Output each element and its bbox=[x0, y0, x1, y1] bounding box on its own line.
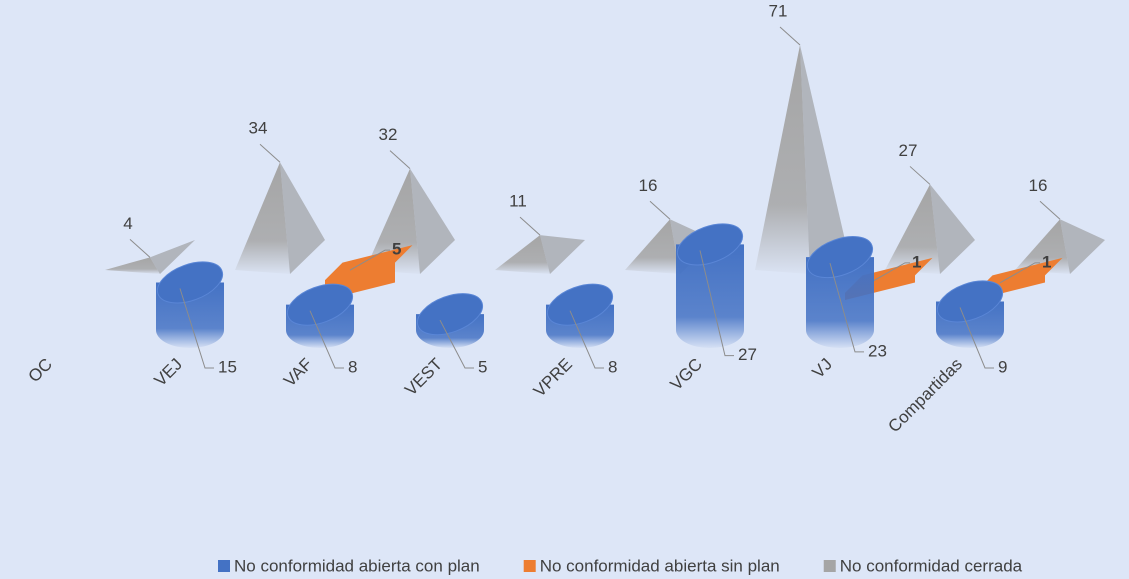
x-tick-label: Compartidas bbox=[884, 355, 966, 437]
bar-top bbox=[286, 283, 354, 326]
bar-side bbox=[150, 240, 195, 274]
bar bbox=[755, 45, 810, 274]
data-label: 16 bbox=[1029, 176, 1048, 195]
bar bbox=[495, 235, 550, 274]
bar-top bbox=[156, 261, 224, 304]
bar-side bbox=[280, 162, 325, 274]
bar bbox=[806, 257, 874, 348]
bar-side bbox=[540, 235, 585, 274]
data-label: 5 bbox=[478, 357, 487, 376]
data-label: 8 bbox=[348, 357, 357, 376]
bar-top bbox=[676, 223, 744, 266]
data-label: 1 bbox=[912, 252, 921, 271]
bar-top bbox=[546, 283, 614, 326]
bar bbox=[625, 219, 680, 274]
legend-swatch bbox=[218, 560, 230, 572]
data-label: 4 bbox=[123, 214, 132, 233]
legend-label: No conformidad abierta sin plan bbox=[540, 556, 780, 575]
bar-top bbox=[416, 293, 484, 336]
x-tick-label: VGC bbox=[667, 355, 706, 394]
bar-side bbox=[1060, 219, 1105, 274]
bar bbox=[235, 162, 290, 274]
data-label: 32 bbox=[379, 125, 398, 144]
data-label: 9 bbox=[998, 357, 1007, 376]
bar bbox=[105, 257, 160, 274]
bar-top bbox=[806, 236, 874, 279]
x-tick-label: VEST bbox=[401, 355, 446, 400]
data-label: 23 bbox=[868, 341, 887, 360]
legend-swatch bbox=[823, 560, 836, 572]
bar-side bbox=[930, 184, 975, 274]
bar bbox=[676, 244, 744, 348]
bar-top bbox=[936, 280, 1004, 323]
legend-swatch bbox=[523, 560, 536, 572]
data-label: 1 bbox=[1042, 252, 1051, 271]
x-tick-label: OC bbox=[25, 355, 56, 386]
data-label: 8 bbox=[608, 357, 617, 376]
data-label: 34 bbox=[249, 119, 268, 138]
data-label: 71 bbox=[769, 1, 788, 20]
x-tick-label: VAF bbox=[280, 355, 316, 391]
bar-side bbox=[800, 45, 845, 274]
bar-side bbox=[410, 168, 455, 274]
legend-label: No conformidad abierta con plan bbox=[234, 556, 480, 575]
data-label: 16 bbox=[639, 176, 658, 195]
x-tick-label: VPRE bbox=[530, 355, 576, 401]
data-label: 5 bbox=[392, 240, 401, 259]
data-label: 11 bbox=[509, 192, 527, 211]
legend-label: No conformidad cerrada bbox=[840, 556, 1023, 575]
data-label: 27 bbox=[899, 141, 918, 160]
x-tick-label: VJ bbox=[809, 355, 836, 382]
x-tick-label: VEJ bbox=[151, 355, 186, 390]
bar bbox=[325, 245, 413, 300]
data-label: 27 bbox=[738, 345, 757, 364]
bar bbox=[885, 184, 940, 274]
data-label: 15 bbox=[218, 357, 237, 376]
